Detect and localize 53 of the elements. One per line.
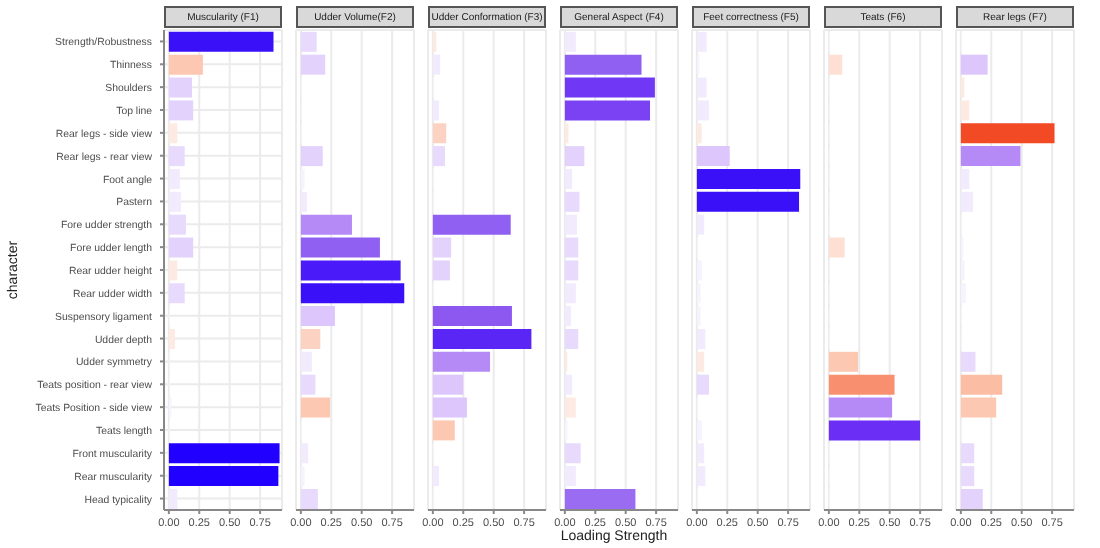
bar <box>828 374 895 395</box>
bar <box>168 146 185 167</box>
bar <box>300 237 380 258</box>
bar <box>960 374 1003 395</box>
bar <box>168 283 185 304</box>
bar <box>828 237 845 258</box>
bar <box>168 123 178 144</box>
bar <box>432 306 512 327</box>
bar <box>564 146 585 167</box>
bar <box>828 351 859 372</box>
bar <box>828 54 843 75</box>
bar <box>432 214 511 235</box>
bar <box>828 420 921 441</box>
bar <box>432 146 446 167</box>
bar <box>960 123 1055 144</box>
bar <box>564 54 642 75</box>
bar <box>696 351 705 372</box>
bar <box>564 168 573 189</box>
bar <box>564 374 573 395</box>
bar <box>828 397 893 418</box>
bar <box>300 260 401 281</box>
bar <box>432 420 455 441</box>
bar <box>564 191 580 212</box>
bar <box>432 123 447 144</box>
bar <box>564 488 636 509</box>
bar <box>300 374 316 395</box>
bar <box>564 328 579 349</box>
bar <box>564 214 578 235</box>
bar <box>696 146 730 167</box>
bar <box>168 260 178 281</box>
bar <box>300 283 405 304</box>
bar <box>960 146 1021 167</box>
bar <box>300 306 335 327</box>
bar <box>300 328 321 349</box>
bar <box>300 397 331 418</box>
bar <box>168 488 178 509</box>
bar <box>960 397 997 418</box>
bar <box>564 31 576 52</box>
bar <box>432 351 491 372</box>
bar <box>300 488 318 509</box>
bar <box>960 351 976 372</box>
bar <box>564 397 576 418</box>
bar <box>432 328 532 349</box>
bar <box>696 374 710 395</box>
bar <box>564 443 581 464</box>
bar <box>300 214 352 235</box>
bar <box>168 31 274 52</box>
bar <box>300 146 323 167</box>
bar <box>168 328 175 349</box>
bar <box>300 351 312 372</box>
bar <box>168 54 203 75</box>
bar <box>564 466 576 487</box>
bar <box>960 54 988 75</box>
